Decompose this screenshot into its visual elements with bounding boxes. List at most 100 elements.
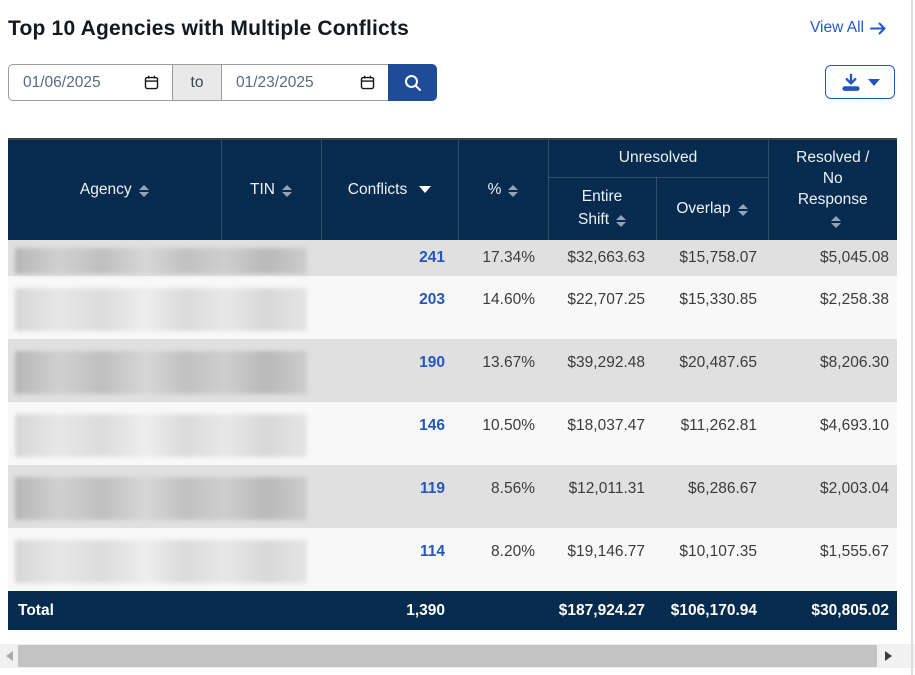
agency-tin-cell bbox=[8, 276, 321, 339]
agency-tin-cell bbox=[8, 339, 321, 402]
conflicts-count-link[interactable]: 203 bbox=[419, 291, 445, 308]
agency-tin-cell bbox=[8, 528, 321, 591]
entire-shift-cell: $32,663.63 bbox=[567, 249, 645, 266]
view-all-link[interactable]: View All bbox=[810, 19, 887, 37]
calendar-icon[interactable] bbox=[359, 74, 376, 91]
table-header: Agency TIN Conflicts % Unresolved bbox=[8, 139, 897, 240]
conflicts-count-link[interactable]: 241 bbox=[419, 249, 445, 266]
conflicts-count-link[interactable]: 119 bbox=[419, 480, 445, 497]
redacted-agency-name bbox=[15, 540, 307, 583]
overlap-cell: $20,487.65 bbox=[679, 354, 757, 371]
resolved-cell: $1,555.67 bbox=[820, 543, 889, 560]
conflicts-cell: 114 bbox=[321, 528, 458, 591]
conflicts-cell: 190 bbox=[321, 339, 458, 402]
table-row: 119 8.56% $12,011.31 $6,286.67 $2,003.04 bbox=[8, 465, 897, 528]
agency-tin-cell bbox=[8, 402, 321, 465]
redacted-agency-name bbox=[15, 248, 307, 274]
scroll-left-arrow-icon[interactable] bbox=[6, 651, 13, 661]
resolved-cell: $4,693.10 bbox=[820, 417, 889, 434]
overlap-cell: $11,262.81 bbox=[680, 417, 757, 434]
percent-cell: 13.67% bbox=[482, 354, 535, 371]
agency-tin-cell bbox=[8, 465, 321, 528]
column-header-resolved[interactable]: Resolved / No Response bbox=[767, 139, 897, 240]
entire-shift-cell: $39,292.48 bbox=[567, 354, 645, 371]
entire-shift-cell: $19,146.77 bbox=[567, 543, 645, 560]
resolved-cell: $5,045.08 bbox=[820, 249, 889, 266]
percent-cell: 14.60% bbox=[482, 291, 535, 308]
table-row: 146 10.50% $18,037.47 $11,262.81 $4,693.… bbox=[8, 402, 897, 465]
table-row: 190 13.67% $39,292.48 $20,487.65 $8,206.… bbox=[8, 339, 897, 402]
panel-right-border bbox=[911, 0, 913, 675]
total-resolved: $30,805.02 bbox=[811, 601, 889, 619]
sort-icon bbox=[508, 185, 519, 197]
overlap-cell: $6,286.67 bbox=[688, 480, 757, 497]
conflicts-cell: 146 bbox=[321, 402, 458, 465]
search-button[interactable] bbox=[388, 64, 437, 101]
overlap-cell: $15,758.07 bbox=[679, 249, 757, 266]
search-icon bbox=[404, 74, 421, 91]
total-conflicts: 1,390 bbox=[406, 601, 445, 619]
column-header-entire-shift[interactable]: Entire Shift bbox=[547, 177, 656, 240]
start-date-field[interactable] bbox=[8, 64, 172, 101]
conflicts-cell: 119 bbox=[321, 465, 458, 528]
column-header-agency[interactable]: Agency bbox=[8, 139, 221, 240]
total-row: Total 1,390 $187,924.27 $106,170.94 $30,… bbox=[8, 591, 897, 630]
conflicts-count-link[interactable]: 146 bbox=[419, 417, 445, 434]
conflicts-cell: 203 bbox=[321, 276, 458, 339]
conflicts-count-link[interactable]: 190 bbox=[419, 354, 445, 371]
conflicts-count-link[interactable]: 114 bbox=[419, 543, 445, 560]
total-entire-shift: $187,924.27 bbox=[558, 601, 645, 619]
redacted-agency-name bbox=[15, 351, 307, 394]
redacted-agency-name bbox=[15, 288, 307, 331]
overlap-cell: $10,107.35 bbox=[679, 543, 757, 560]
scroll-right-arrow-icon[interactable] bbox=[885, 651, 892, 661]
conflicts-cell: 241 bbox=[321, 240, 458, 276]
resolved-cell: $8,206.30 bbox=[820, 354, 889, 371]
chevron-down-icon bbox=[868, 78, 880, 86]
table-row: 241 17.34% $32,663.63 $15,758.07 $5,045.… bbox=[8, 240, 897, 276]
percent-cell: 8.20% bbox=[491, 543, 535, 560]
conflicts-table: Agency TIN Conflicts % Unresolved bbox=[8, 138, 897, 630]
sort-desc-icon bbox=[419, 186, 432, 193]
arrow-right-icon bbox=[870, 22, 886, 34]
entire-shift-cell: $12,011.31 bbox=[568, 480, 645, 497]
sort-icon bbox=[281, 185, 292, 197]
end-date-input[interactable] bbox=[236, 73, 332, 92]
column-header-percent[interactable]: % bbox=[457, 139, 548, 240]
calendar-icon[interactable] bbox=[143, 74, 160, 91]
table-row: 203 14.60% $22,707.25 $15,330.85 $2,258.… bbox=[8, 276, 897, 339]
entire-shift-cell: $22,707.25 bbox=[567, 291, 645, 308]
download-button[interactable] bbox=[825, 65, 895, 99]
download-icon bbox=[842, 73, 860, 91]
resolved-cell: $2,258.38 bbox=[820, 291, 889, 308]
start-date-input[interactable] bbox=[23, 73, 119, 92]
sort-icon bbox=[616, 214, 626, 227]
total-label: Total bbox=[18, 601, 54, 619]
redacted-agency-name bbox=[15, 414, 307, 457]
table-row: 114 8.20% $19,146.77 $10,107.35 $1,555.6… bbox=[8, 528, 897, 591]
table-footer: Total 1,390 $187,924.27 $106,170.94 $30,… bbox=[8, 591, 897, 630]
to-label: to bbox=[172, 64, 221, 101]
scrollbar-thumb[interactable] bbox=[18, 645, 877, 667]
column-header-tin[interactable]: TIN bbox=[220, 139, 321, 240]
total-overlap: $106,170.94 bbox=[670, 601, 757, 619]
page-title: Top 10 Agencies with Multiple Conflicts bbox=[8, 17, 409, 40]
percent-cell: 10.50% bbox=[482, 417, 535, 434]
redacted-agency-name bbox=[15, 477, 307, 520]
column-header-conflicts[interactable]: Conflicts bbox=[320, 139, 458, 240]
column-header-overlap[interactable]: Overlap bbox=[655, 177, 768, 240]
column-group-unresolved: Unresolved bbox=[547, 139, 768, 178]
percent-cell: 17.34% bbox=[482, 249, 535, 266]
view-all-label: View All bbox=[810, 19, 864, 36]
table-body: 241 17.34% $32,663.63 $15,758.07 $5,045.… bbox=[8, 240, 897, 591]
resolved-cell: $2,003.04 bbox=[820, 480, 889, 497]
horizontal-scrollbar[interactable] bbox=[0, 644, 915, 668]
entire-shift-cell: $18,037.47 bbox=[567, 417, 645, 434]
agency-tin-cell bbox=[8, 240, 321, 276]
date-range-filter: to bbox=[8, 64, 437, 101]
end-date-field[interactable] bbox=[221, 64, 388, 101]
sort-icon bbox=[831, 215, 842, 228]
sort-icon bbox=[138, 185, 149, 197]
percent-cell: 8.56% bbox=[491, 480, 535, 497]
